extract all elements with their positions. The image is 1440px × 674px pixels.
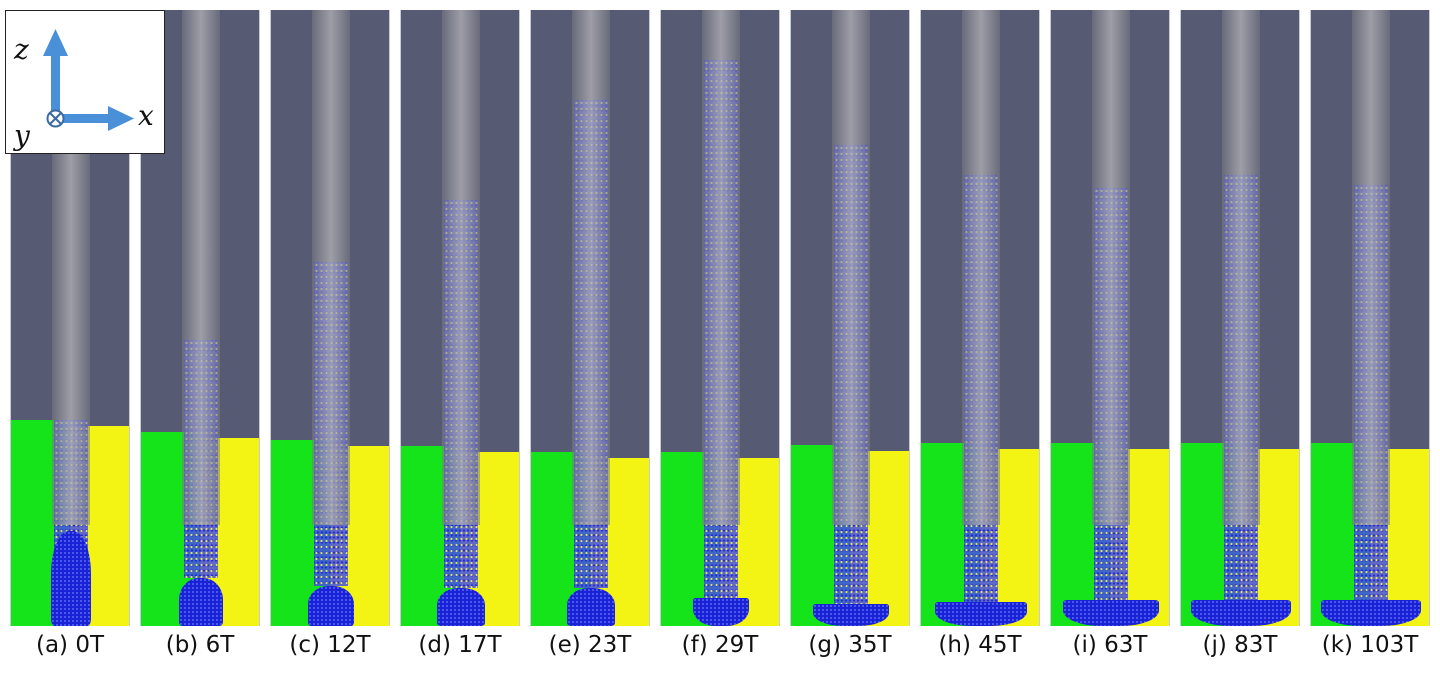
snapshot-panel bbox=[140, 10, 260, 626]
panel-caption: (c) 12T bbox=[289, 632, 371, 658]
draft-tube bbox=[1222, 10, 1260, 525]
panel-caption: (j) 83T bbox=[1202, 632, 1278, 658]
draft-tube bbox=[962, 10, 1000, 525]
y-axis-label: y bbox=[14, 119, 30, 152]
blue-particle-cluster bbox=[935, 602, 1027, 626]
axes-legend: z x y bbox=[5, 10, 165, 154]
draft-tube bbox=[312, 10, 350, 525]
axis-arrows-icon bbox=[43, 29, 134, 131]
z-axis-label: z bbox=[14, 33, 29, 66]
snapshot-panel bbox=[790, 10, 910, 626]
blue-particle-cluster bbox=[1321, 600, 1421, 626]
snapshot-panel bbox=[920, 10, 1040, 626]
panel-caption: (e) 23T bbox=[548, 632, 632, 658]
draft-tube bbox=[832, 10, 870, 525]
draft-tube bbox=[182, 10, 220, 525]
snapshot-panel bbox=[1310, 10, 1430, 626]
panel-caption: (d) 17T bbox=[418, 632, 502, 658]
snapshot-panel bbox=[1180, 10, 1300, 626]
snapshot-panel bbox=[1050, 10, 1170, 626]
draft-tube bbox=[702, 10, 740, 525]
blue-particle-cluster bbox=[437, 588, 485, 626]
blue-particle-cluster bbox=[308, 586, 354, 626]
snapshot-panel bbox=[530, 10, 650, 626]
blue-particle-cluster bbox=[51, 531, 91, 626]
draft-tube bbox=[1352, 10, 1390, 525]
panel-caption: (h) 45T bbox=[938, 632, 1022, 658]
panel-caption: (f) 29T bbox=[681, 632, 759, 658]
x-axis-label: x bbox=[138, 99, 154, 132]
blue-particle-cluster bbox=[179, 578, 223, 626]
snapshot-panel bbox=[400, 10, 520, 626]
blue-particle-cluster bbox=[567, 588, 615, 626]
blue-particle-cluster bbox=[1063, 600, 1159, 626]
panel-caption: (k) 103T bbox=[1321, 632, 1419, 658]
draft-tube bbox=[572, 10, 610, 525]
blue-particle-cluster bbox=[1191, 600, 1291, 626]
snapshot-panel bbox=[270, 10, 390, 626]
panel-caption: (g) 35T bbox=[808, 632, 892, 658]
blue-particle-cluster bbox=[813, 604, 889, 626]
draft-tube bbox=[442, 10, 480, 525]
panel-caption: (b) 6T bbox=[165, 632, 235, 658]
blue-particle-cluster bbox=[693, 598, 749, 626]
panel-caption: (i) 63T bbox=[1072, 632, 1148, 658]
panel-caption: (a) 0T bbox=[35, 632, 105, 658]
draft-tube bbox=[1092, 10, 1130, 525]
snapshot-panel bbox=[660, 10, 780, 626]
